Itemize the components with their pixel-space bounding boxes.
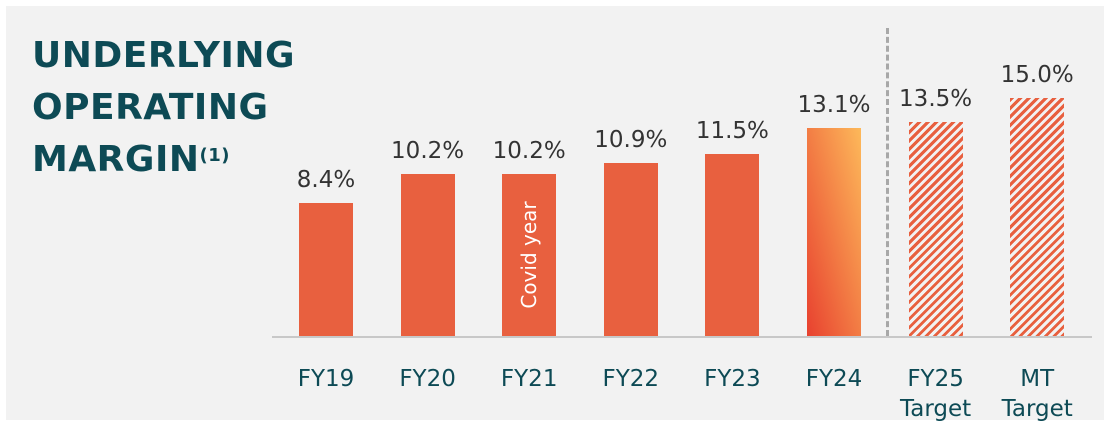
chart: UNDERLYING OPERATING MARGIN(1) 8.4% FY19 1… — [6, 6, 1104, 422]
bar — [807, 128, 861, 336]
title-note: (1) — [199, 145, 230, 166]
title-text: UNDERLYING OPERATING MARGIN — [32, 35, 296, 180]
bar — [1010, 98, 1065, 336]
annotation: Covid year — [517, 201, 542, 309]
bar — [705, 153, 760, 336]
value-label: 11.5% — [695, 117, 769, 144]
bar — [908, 121, 963, 336]
bar — [400, 174, 455, 336]
bar — [299, 202, 353, 336]
baseline — [272, 336, 1092, 338]
value-label: 13.1% — [797, 92, 871, 119]
bar — [603, 163, 658, 336]
value-label: 10.2% — [492, 138, 566, 165]
x-tick-label: FY22 — [602, 366, 660, 392]
divider — [886, 28, 889, 336]
x-tick-label: FY24 — [805, 366, 863, 392]
value-label: 15.0% — [1000, 62, 1074, 88]
value-label: 10.9% — [594, 127, 668, 154]
x-tick-label: FY25 Target — [900, 366, 972, 422]
x-tick-label: MT Target — [1001, 366, 1073, 422]
value-label: 13.5% — [899, 85, 973, 112]
value-label: 10.2% — [391, 138, 465, 165]
chart-title: UNDERLYING OPERATING MARGIN(1) — [32, 30, 312, 186]
x-tick-label: FY19 — [297, 366, 355, 392]
x-tick-label: FY23 — [704, 366, 761, 392]
bar — [502, 174, 557, 336]
value-label: 8.4% — [296, 166, 356, 193]
x-tick-label: FY21 — [500, 366, 558, 392]
x-tick-label: FY20 — [399, 366, 456, 392]
